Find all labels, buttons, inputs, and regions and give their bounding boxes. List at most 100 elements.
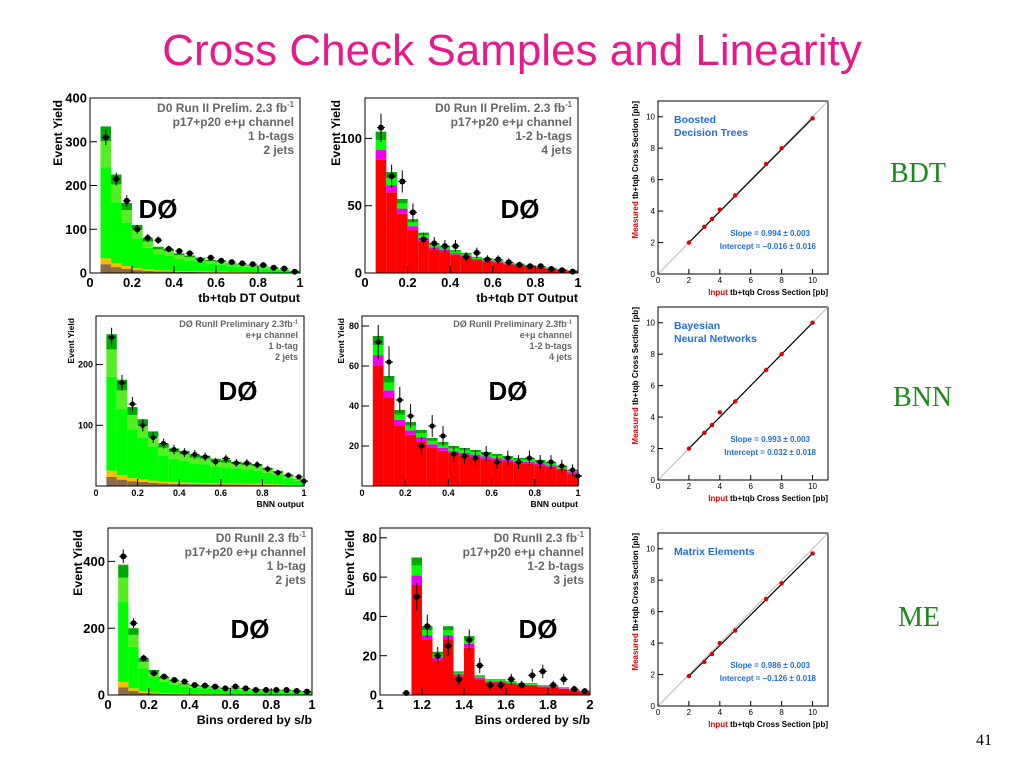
x-axis-label: tb+tqb DT Output — [198, 291, 300, 303]
measurement-point — [733, 193, 738, 198]
x-tick-label: 0.2 — [140, 697, 158, 712]
jets-text: 3 jets — [553, 573, 584, 587]
y-tick-label: 6 — [651, 176, 656, 185]
x-tick-label: 1 — [376, 697, 383, 712]
lumi-text: D0 Run II Prelim. 2.3 fb-1 — [435, 100, 573, 115]
bar-wjets — [142, 247, 153, 270]
x-tick-label: 0 — [104, 697, 111, 712]
channel-text: e+μ channel — [246, 330, 298, 340]
y-tick-label: 4 — [651, 413, 656, 422]
x-axis-label: BNN output — [531, 499, 579, 509]
data-point — [244, 460, 250, 466]
data-point — [275, 470, 281, 476]
data-point — [537, 263, 544, 270]
measurement-point — [733, 399, 738, 404]
x-tick-label: 8 — [779, 708, 784, 717]
bar-ttbar — [432, 660, 443, 695]
bar-signal-s — [121, 203, 132, 210]
channel-text: p17+p20 e+μ channel — [451, 115, 572, 129]
x-axis-label: BNN output — [257, 499, 305, 509]
bar-wjets — [471, 257, 483, 259]
bar-ttbar — [516, 685, 527, 695]
jets-text: 2 jets — [275, 352, 298, 362]
bar-diboson — [127, 481, 138, 486]
bar-diboson — [252, 484, 263, 486]
bar-signal-t — [116, 390, 128, 410]
data-point — [119, 380, 125, 386]
data-point — [516, 459, 522, 465]
plot-frame — [361, 315, 579, 487]
bar-zjets — [159, 693, 170, 694]
bar-ttbar — [464, 647, 475, 695]
label-bdt: BDT — [890, 158, 946, 189]
bar-diboson — [132, 270, 143, 273]
y-tick-label: 10 — [646, 113, 655, 122]
btag-text: 1-2 b-tags — [527, 559, 584, 573]
bar-ttbar — [405, 434, 416, 486]
d0-logo: DØ — [139, 194, 178, 224]
data-point — [473, 249, 480, 256]
bar-ttbar-top — [558, 688, 569, 689]
measurement-point — [717, 640, 723, 646]
data-point — [130, 620, 137, 627]
bar-signal — [537, 685, 548, 686]
y-tick-label: 200 — [78, 360, 93, 370]
bar-wjets — [383, 382, 395, 391]
measurement-point — [779, 145, 784, 151]
bar-ttbar — [527, 685, 538, 695]
y-tick-label: 8 — [651, 144, 656, 153]
bar-ttbar — [524, 463, 535, 486]
bar-signal-t — [226, 264, 237, 267]
method-title-1: Bayesian — [674, 320, 720, 332]
jets-text: 4 jets — [541, 143, 572, 157]
data-point — [409, 209, 416, 216]
x-axis-label: tb+tqb DT Output — [476, 291, 578, 303]
bar-ttbar — [411, 584, 422, 695]
bar-signal-t — [220, 462, 232, 468]
data-point — [181, 450, 187, 456]
measurement-point — [709, 651, 715, 657]
data-point — [270, 264, 277, 271]
plot-frame — [379, 527, 591, 696]
bar-zjets — [153, 270, 164, 272]
lumi-text: D0 RunII 2.3 fb-1 — [494, 530, 585, 545]
jets-text: 2 jets — [263, 143, 294, 157]
bar-wjets — [216, 264, 227, 272]
bar-zjets — [205, 271, 216, 273]
y-axis-label: Event Yield — [66, 318, 76, 364]
y-axis-label-measured: Measured — [631, 633, 640, 670]
x-tick-label: 1.8 — [539, 697, 557, 712]
y-tick-label: 80 — [363, 530, 377, 545]
bar-zjets — [116, 475, 128, 480]
bar-signal — [495, 679, 506, 681]
bar-wjets — [268, 269, 279, 273]
bar-wjets — [407, 222, 419, 227]
data-point — [424, 623, 431, 630]
y-tick-label: 0 — [370, 688, 377, 703]
y-tick-label: 80 — [349, 321, 359, 331]
y-tick-label: 60 — [349, 361, 359, 371]
x-tick-label: 1.4 — [455, 697, 474, 712]
y-tick-label: 2 — [651, 445, 656, 454]
bar-wjets — [195, 261, 206, 272]
bar-ttbar — [480, 458, 492, 486]
bar-ttbar — [459, 455, 470, 486]
bar-diboson — [159, 693, 170, 695]
y-tick-label: 60 — [363, 570, 377, 585]
bar-wjets — [375, 140, 387, 151]
x-tick-label: 0.6 — [215, 488, 228, 498]
bar-wjets — [240, 690, 251, 695]
data-point — [418, 443, 424, 449]
bar-wjets — [153, 254, 164, 271]
x-tick-label: 8 — [779, 276, 784, 285]
bar-wjets — [252, 470, 263, 484]
slope-text: Slope = 0.994 ± 0.003 — [730, 229, 810, 238]
y-axis-label: Event Yield — [336, 318, 346, 364]
measurement-point — [709, 216, 715, 222]
bar-signal — [416, 430, 427, 434]
plot-frame — [95, 315, 305, 487]
data-point — [165, 245, 172, 252]
bar-wjets — [241, 469, 252, 484]
bar-ttbar-top — [407, 226, 419, 230]
